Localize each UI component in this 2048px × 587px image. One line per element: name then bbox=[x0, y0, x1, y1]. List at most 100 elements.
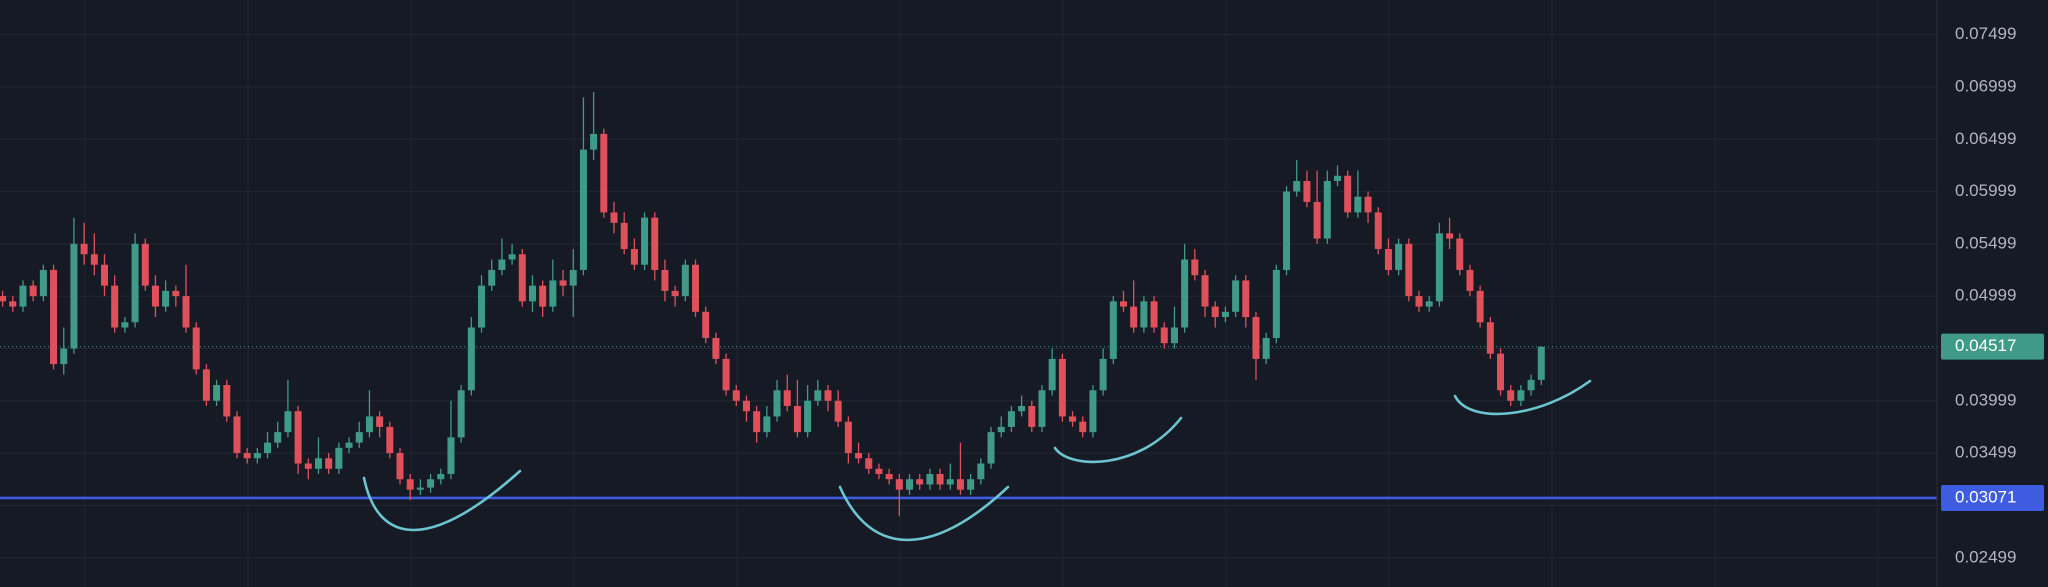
candle-body bbox=[1140, 301, 1148, 328]
candle-body bbox=[151, 285, 159, 307]
candle-body bbox=[1405, 243, 1413, 297]
price-grid bbox=[0, 34, 1937, 559]
candle-body bbox=[39, 269, 47, 297]
candle-body bbox=[284, 411, 292, 433]
candle-body bbox=[1120, 301, 1127, 307]
drawn-curve bbox=[838, 485, 1010, 542]
candle-body bbox=[243, 453, 251, 459]
candle-body bbox=[60, 348, 68, 365]
candle-body bbox=[528, 285, 536, 302]
candle-body bbox=[651, 217, 659, 270]
candle-body bbox=[498, 259, 506, 270]
candle-body bbox=[895, 479, 903, 490]
candle-body bbox=[1201, 275, 1209, 307]
candle-body bbox=[773, 390, 781, 417]
candle-body bbox=[264, 442, 272, 454]
candle-body bbox=[824, 390, 832, 401]
candle-body bbox=[1211, 306, 1219, 318]
candle-body bbox=[1364, 196, 1372, 213]
candle-body bbox=[702, 311, 710, 338]
candle-body bbox=[253, 453, 261, 459]
candle-body bbox=[641, 217, 649, 265]
candle-body bbox=[233, 416, 241, 454]
candle-body bbox=[365, 416, 373, 433]
candle-body bbox=[569, 269, 577, 286]
candle-body bbox=[1150, 301, 1158, 328]
candle-body bbox=[926, 473, 934, 485]
candle-body bbox=[437, 473, 445, 480]
candle-body bbox=[1181, 259, 1189, 328]
candle-body bbox=[600, 133, 608, 213]
candle-body bbox=[692, 264, 700, 312]
candle-body bbox=[427, 479, 435, 488]
candle-body bbox=[1293, 181, 1301, 192]
candle-body bbox=[804, 400, 812, 433]
candle-body bbox=[844, 421, 852, 454]
price-axis: 0.024990.029990.034990.039990.044990.049… bbox=[1941, 24, 2044, 566]
candle-body bbox=[1221, 311, 1229, 318]
time-grid bbox=[84, 0, 1879, 587]
candle-body bbox=[121, 322, 129, 328]
candle-body bbox=[865, 458, 873, 469]
candle-body bbox=[763, 416, 771, 433]
candle-body bbox=[1323, 181, 1331, 239]
candle-body bbox=[416, 487, 424, 490]
candle-body bbox=[182, 296, 190, 328]
candle-body bbox=[355, 432, 363, 443]
candle-body bbox=[732, 390, 740, 401]
candle-body bbox=[1395, 243, 1403, 270]
candle-body bbox=[1089, 390, 1097, 433]
candle-body bbox=[488, 269, 496, 286]
candle-body bbox=[1283, 191, 1291, 270]
candle-body bbox=[1456, 238, 1464, 270]
candle-body bbox=[916, 479, 924, 485]
y-tick-label: 0.05499 bbox=[1955, 233, 2016, 252]
candle-body bbox=[1425, 301, 1433, 307]
candle-body bbox=[712, 337, 720, 359]
candle-body bbox=[111, 285, 119, 328]
candle-body bbox=[1018, 405, 1026, 412]
candle-body bbox=[1191, 259, 1199, 276]
candle-body bbox=[1466, 269, 1474, 291]
candle-body bbox=[814, 390, 822, 401]
candle-body bbox=[1028, 405, 1036, 427]
candle-body bbox=[314, 458, 322, 469]
candle-body bbox=[1354, 196, 1362, 213]
y-tick-label: 0.03499 bbox=[1955, 443, 2016, 462]
candle-body bbox=[376, 416, 384, 427]
candle-body bbox=[457, 390, 465, 438]
candle-body bbox=[345, 442, 353, 448]
drawn-curve bbox=[1053, 416, 1183, 464]
drawn-curve bbox=[1453, 379, 1592, 416]
candle-body bbox=[630, 249, 638, 265]
hline-badge bbox=[1941, 484, 2044, 511]
drawings bbox=[362, 379, 1592, 542]
candle-body bbox=[549, 280, 557, 307]
drawn-curve bbox=[362, 469, 522, 532]
candle-body bbox=[1497, 353, 1505, 391]
candle-body bbox=[753, 411, 761, 433]
candle-body bbox=[1160, 327, 1168, 344]
candle-body bbox=[1344, 175, 1352, 213]
candle-body bbox=[590, 133, 598, 150]
candle-body bbox=[325, 458, 333, 469]
candle-body bbox=[396, 453, 404, 480]
candle-body bbox=[478, 285, 486, 328]
candle-body bbox=[1069, 416, 1077, 422]
candle-body bbox=[1272, 269, 1280, 338]
candle-body bbox=[213, 385, 221, 401]
candle-body bbox=[967, 479, 975, 490]
candle-body bbox=[875, 468, 883, 474]
last-price-label: 0.04517 bbox=[1955, 336, 2016, 355]
candle-body bbox=[304, 463, 312, 469]
y-tick-label: 0.06999 bbox=[1955, 76, 2016, 95]
candle-body bbox=[936, 473, 944, 485]
candle-body bbox=[722, 358, 730, 391]
candle-body bbox=[783, 390, 791, 406]
candle-body bbox=[977, 463, 985, 480]
candle-body bbox=[1507, 390, 1515, 401]
candle-body bbox=[1446, 233, 1454, 239]
candle-body bbox=[1537, 346, 1545, 380]
y-tick-label: 0.03999 bbox=[1955, 390, 2016, 409]
